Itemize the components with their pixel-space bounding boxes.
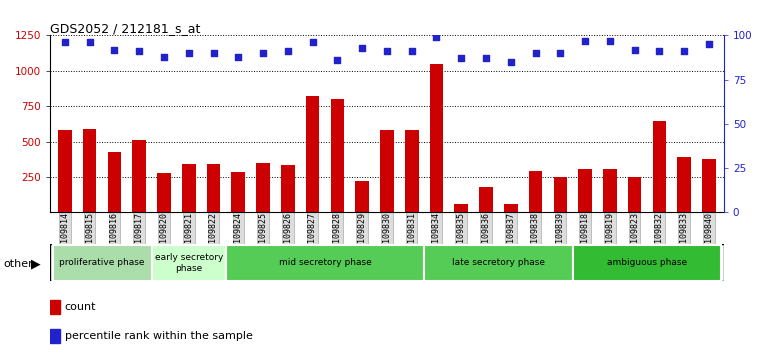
Point xyxy=(282,48,294,54)
Point xyxy=(653,48,665,54)
Point xyxy=(480,56,492,61)
Point xyxy=(406,48,418,54)
Text: mid secretory phase: mid secretory phase xyxy=(279,258,371,267)
Bar xyxy=(281,165,295,212)
Point xyxy=(579,38,591,44)
Bar xyxy=(554,177,567,212)
Point xyxy=(158,54,170,59)
Point xyxy=(59,40,71,45)
Bar xyxy=(152,245,226,281)
Text: late secretory phase: late secretory phase xyxy=(452,258,545,267)
Bar xyxy=(454,204,468,212)
Bar xyxy=(628,177,641,212)
Bar xyxy=(430,64,444,212)
Point xyxy=(257,50,270,56)
Bar xyxy=(702,159,716,212)
Text: ▶: ▶ xyxy=(31,257,40,270)
Bar xyxy=(50,329,60,343)
Bar xyxy=(380,130,393,212)
Text: percentile rank within the sample: percentile rank within the sample xyxy=(65,331,253,341)
Bar xyxy=(108,152,121,212)
Point xyxy=(232,54,244,59)
Text: GDS2052 / 212181_s_at: GDS2052 / 212181_s_at xyxy=(50,22,200,35)
Point xyxy=(133,48,146,54)
Point xyxy=(331,57,343,63)
Bar xyxy=(306,96,320,212)
Bar xyxy=(405,130,419,212)
Bar xyxy=(182,164,196,212)
Point xyxy=(504,59,517,65)
Bar xyxy=(58,130,72,212)
Bar xyxy=(504,204,517,212)
Text: early secretory
phase: early secretory phase xyxy=(155,253,223,273)
Bar xyxy=(529,171,542,212)
Bar xyxy=(330,99,344,212)
Bar xyxy=(132,140,146,212)
Text: proliferative phase: proliferative phase xyxy=(59,258,145,267)
Point xyxy=(530,50,542,56)
Text: ambiguous phase: ambiguous phase xyxy=(607,258,687,267)
Point xyxy=(356,45,368,51)
Bar xyxy=(232,172,245,212)
Bar xyxy=(52,245,152,281)
Bar xyxy=(578,169,592,212)
Point xyxy=(678,48,691,54)
Point xyxy=(306,40,319,45)
Bar xyxy=(226,245,424,281)
Bar xyxy=(424,245,573,281)
Bar xyxy=(83,129,96,212)
Point xyxy=(628,47,641,52)
Bar xyxy=(678,157,691,212)
Point xyxy=(554,50,567,56)
Bar xyxy=(479,187,493,212)
Bar xyxy=(603,169,617,212)
Point xyxy=(703,41,715,47)
Bar xyxy=(653,121,666,212)
Bar xyxy=(206,164,220,212)
Point xyxy=(83,40,95,45)
Point xyxy=(455,56,467,61)
Point xyxy=(207,50,219,56)
Bar xyxy=(256,163,270,212)
Point xyxy=(380,48,393,54)
Point xyxy=(430,34,443,40)
Text: other: other xyxy=(4,259,34,269)
Bar xyxy=(355,181,369,212)
Bar xyxy=(157,173,171,212)
Bar xyxy=(573,245,721,281)
Text: count: count xyxy=(65,302,96,313)
Point xyxy=(109,47,121,52)
Bar xyxy=(50,301,60,314)
Point xyxy=(604,38,616,44)
Point xyxy=(182,50,195,56)
